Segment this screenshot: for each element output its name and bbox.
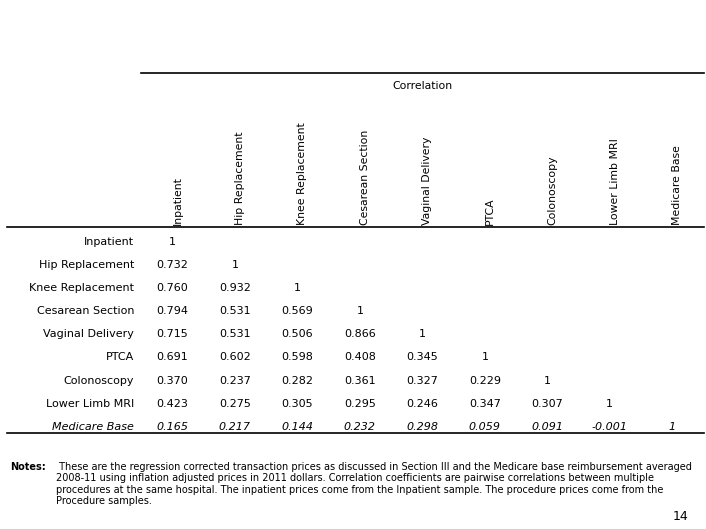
Text: 1: 1 bbox=[544, 376, 551, 386]
Text: 0.237: 0.237 bbox=[219, 376, 251, 386]
Text: Lower Limb MRI: Lower Limb MRI bbox=[610, 138, 620, 225]
Text: Notes:: Notes: bbox=[11, 461, 47, 471]
Text: Correlation Across Price Measures: Correlation Across Price Measures bbox=[9, 21, 414, 40]
Text: 0.298: 0.298 bbox=[407, 422, 438, 432]
Text: 0.760: 0.760 bbox=[157, 283, 189, 293]
Text: 0.932: 0.932 bbox=[219, 283, 251, 293]
Text: Vaginal Delivery: Vaginal Delivery bbox=[422, 136, 432, 225]
Text: Cesarean Section: Cesarean Section bbox=[360, 129, 370, 225]
Text: 1: 1 bbox=[232, 260, 239, 270]
Text: 0.408: 0.408 bbox=[344, 352, 376, 362]
Text: 1: 1 bbox=[419, 329, 426, 339]
Text: 0.732: 0.732 bbox=[157, 260, 189, 270]
Text: 0.866: 0.866 bbox=[344, 329, 376, 339]
Text: Inpatient: Inpatient bbox=[172, 176, 182, 225]
Text: Knee Replacement: Knee Replacement bbox=[29, 283, 134, 293]
Text: 0.275: 0.275 bbox=[219, 399, 251, 409]
Text: PTCA: PTCA bbox=[485, 197, 495, 225]
Text: 1: 1 bbox=[169, 236, 176, 247]
Text: 0.327: 0.327 bbox=[407, 376, 438, 386]
Text: Colonoscopy: Colonoscopy bbox=[547, 155, 557, 225]
Text: 0.531: 0.531 bbox=[219, 306, 251, 316]
Text: -0.001: -0.001 bbox=[592, 422, 628, 432]
Text: 0.059: 0.059 bbox=[469, 422, 501, 432]
Text: 0.794: 0.794 bbox=[157, 306, 189, 316]
Text: 0.423: 0.423 bbox=[157, 399, 189, 409]
Text: 1: 1 bbox=[606, 399, 614, 409]
Text: Hip Replacement: Hip Replacement bbox=[235, 131, 245, 225]
Text: 0.506: 0.506 bbox=[282, 329, 313, 339]
Text: Vaginal Delivery: Vaginal Delivery bbox=[43, 329, 134, 339]
Text: Medicare Base: Medicare Base bbox=[672, 145, 682, 225]
Text: 0.602: 0.602 bbox=[219, 352, 251, 362]
Text: PTCA: PTCA bbox=[106, 352, 134, 362]
Text: 0.165: 0.165 bbox=[157, 422, 189, 432]
Text: 0.370: 0.370 bbox=[157, 376, 189, 386]
Text: 0.305: 0.305 bbox=[282, 399, 313, 409]
Text: 0.144: 0.144 bbox=[282, 422, 313, 432]
Text: 0.217: 0.217 bbox=[219, 422, 251, 432]
Text: Inpatient: Inpatient bbox=[84, 236, 134, 247]
Text: 0.598: 0.598 bbox=[282, 352, 313, 362]
Text: 1: 1 bbox=[669, 422, 676, 432]
Text: 0.229: 0.229 bbox=[469, 376, 501, 386]
Text: 0.531: 0.531 bbox=[219, 329, 251, 339]
Text: Knee Replacement: Knee Replacement bbox=[297, 122, 307, 225]
Text: 0.691: 0.691 bbox=[157, 352, 189, 362]
Text: Lower Limb MRI: Lower Limb MRI bbox=[46, 399, 134, 409]
Text: Hip Replacement: Hip Replacement bbox=[39, 260, 134, 270]
Text: 0.569: 0.569 bbox=[282, 306, 313, 316]
Text: 0.715: 0.715 bbox=[157, 329, 189, 339]
Text: Medicare Base: Medicare Base bbox=[52, 422, 134, 432]
Text: 0.282: 0.282 bbox=[282, 376, 313, 386]
Text: 0.347: 0.347 bbox=[469, 399, 501, 409]
Text: 14: 14 bbox=[673, 509, 688, 523]
Text: These are the regression corrected transaction prices as discussed in Section II: These are the regression corrected trans… bbox=[56, 461, 692, 506]
Text: Colonoscopy: Colonoscopy bbox=[64, 376, 134, 386]
Text: 1: 1 bbox=[294, 283, 301, 293]
Text: 0.345: 0.345 bbox=[407, 352, 438, 362]
Text: 1: 1 bbox=[357, 306, 364, 316]
Text: Cesarean Section: Cesarean Section bbox=[37, 306, 134, 316]
Text: 0.295: 0.295 bbox=[344, 399, 376, 409]
Text: 0.091: 0.091 bbox=[532, 422, 563, 432]
Text: 1: 1 bbox=[481, 352, 489, 362]
Text: 0.246: 0.246 bbox=[407, 399, 438, 409]
Text: 0.361: 0.361 bbox=[344, 376, 376, 386]
Text: Correlation: Correlation bbox=[393, 81, 453, 91]
Text: 0.307: 0.307 bbox=[532, 399, 563, 409]
Text: 0.232: 0.232 bbox=[344, 422, 376, 432]
